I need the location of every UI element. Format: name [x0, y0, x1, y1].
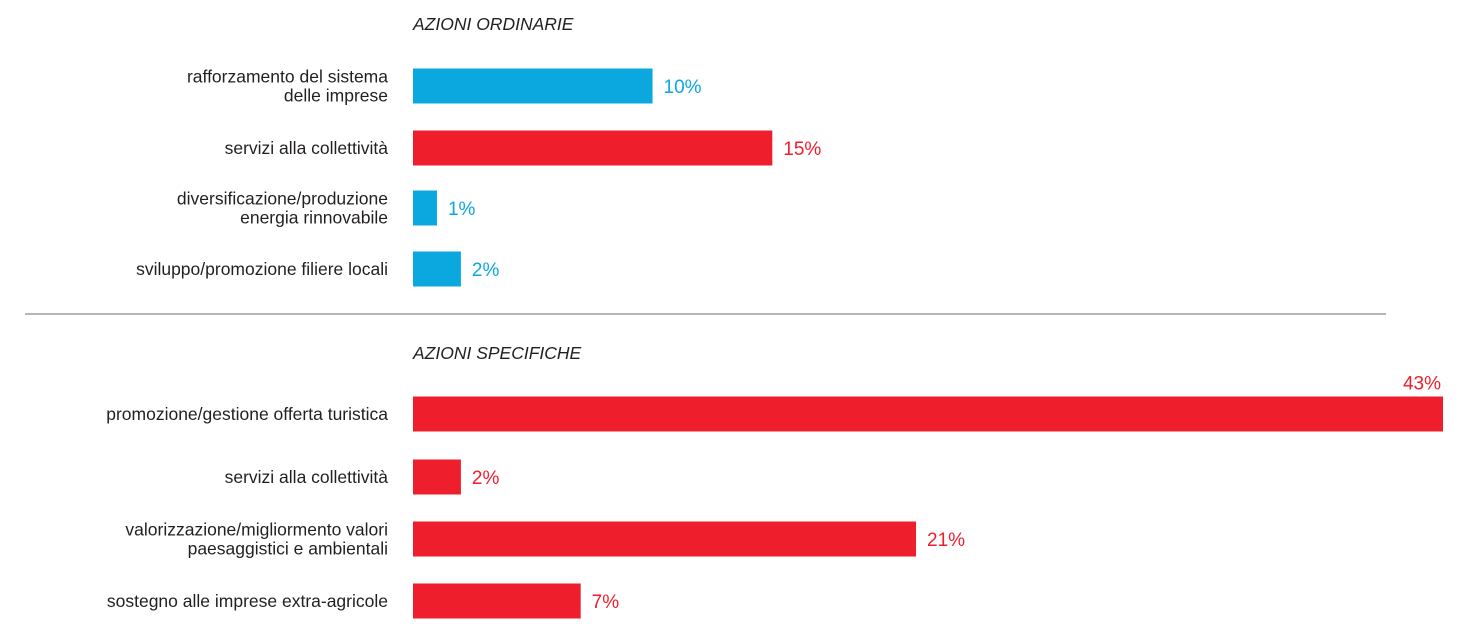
category-label: rafforzamento del sistema delle imprese	[187, 67, 388, 106]
value-label: 1%	[448, 199, 476, 220]
bar	[413, 130, 773, 166]
section-title: AZIONI ORDINARIE	[412, 14, 574, 34]
category-label: servizi alla collettività	[225, 467, 389, 487]
category-label: sostegno alle imprese extra-agricole	[107, 591, 388, 611]
category-label: diversificazione/produzione energia rinno…	[177, 189, 388, 228]
value-label: 2%	[472, 468, 500, 489]
value-label: 15%	[783, 139, 821, 160]
section-title: AZIONI SPECIFICHE	[412, 343, 582, 363]
value-label: 21%	[927, 530, 965, 551]
value-label: 10%	[664, 77, 702, 98]
bar	[413, 68, 653, 104]
value-label: 7%	[592, 592, 620, 613]
value-label: 43%	[1403, 374, 1441, 395]
category-label: valorizzazione/migliormento valori paesag…	[125, 520, 388, 559]
value-label: 2%	[472, 260, 500, 281]
category-label: sviluppo/promozione filiere locali	[136, 259, 388, 279]
bar	[413, 459, 461, 495]
category-label: servizi alla collettività	[225, 138, 389, 158]
bar	[413, 190, 437, 226]
bar	[413, 251, 461, 287]
bar	[413, 521, 917, 557]
bar	[413, 583, 581, 619]
category-label: promozione/gestione offerta turistica	[106, 404, 388, 424]
bar	[413, 396, 1443, 432]
